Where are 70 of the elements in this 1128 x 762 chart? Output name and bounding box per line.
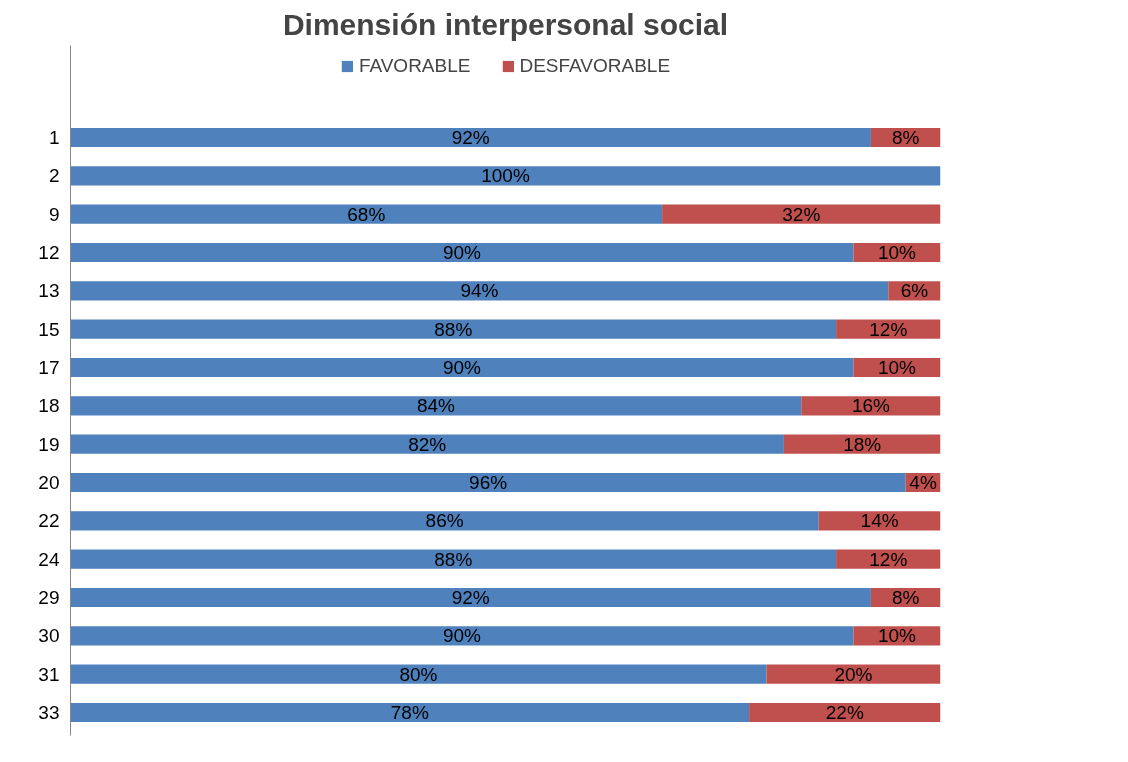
bar (70, 127, 871, 148)
bar (70, 626, 854, 646)
y-tick-label: 29 (38, 587, 60, 608)
data-label: 20% (834, 663, 873, 685)
data-label: 10% (877, 625, 917, 647)
data-label: 88% (434, 548, 473, 570)
data-label: 6% (900, 280, 929, 302)
data-label: 86% (425, 510, 464, 532)
y-tick-label: 9 (48, 203, 60, 225)
data-label: 18% (843, 433, 882, 455)
bar (70, 434, 784, 454)
data-label: 10% (877, 357, 917, 378)
data-label: 82% (408, 433, 447, 455)
data-label: 32% (782, 203, 821, 225)
bar (70, 357, 854, 378)
y-tick-label: 30 (38, 625, 60, 647)
data-label: 22% (825, 702, 864, 723)
y-tick-label: 22 (38, 510, 60, 532)
data-label: 90% (442, 242, 482, 263)
data-label: 4% (909, 472, 937, 493)
bar (70, 664, 767, 684)
y-tick-label: 33 (38, 702, 60, 723)
legend-label: FAVORABLE (358, 55, 471, 77)
bar (70, 396, 802, 416)
y-tick-label: 1 (48, 127, 60, 148)
data-label: 8% (891, 127, 920, 148)
chart-title: Dimensión interpersonal social (282, 7, 729, 41)
bar (70, 472, 906, 493)
bar (749, 702, 941, 723)
data-label: 88% (434, 318, 473, 340)
data-label: 14% (860, 510, 899, 532)
bar (70, 511, 819, 531)
bar (70, 549, 837, 569)
bar (70, 166, 941, 186)
legend-label: DESFAVORABLE (519, 55, 671, 77)
data-label: 96% (469, 472, 508, 493)
y-tick-label: 2 (48, 165, 60, 187)
y-tick-label: 24 (38, 548, 60, 570)
data-label: 90% (442, 625, 482, 647)
y-tick-label: 13 (38, 280, 60, 302)
bar (662, 204, 941, 224)
data-label: 10% (877, 242, 917, 263)
bar (70, 281, 889, 301)
data-label: 8% (891, 587, 920, 608)
data-label: 12% (869, 318, 908, 340)
bar (766, 664, 941, 684)
y-tick-label: 20 (38, 472, 60, 493)
y-tick-label: 12 (38, 242, 60, 263)
data-label: 84% (416, 395, 456, 417)
y-tick-label: 15 (38, 318, 60, 340)
data-label: 92% (451, 127, 490, 148)
data-label: 80% (399, 663, 438, 685)
data-label: 90% (442, 357, 482, 378)
y-tick-label: 31 (38, 663, 60, 685)
bar (783, 434, 941, 454)
data-label: 16% (851, 395, 891, 417)
bar (70, 702, 750, 723)
bar (70, 204, 663, 224)
y-tick-label: 19 (38, 433, 60, 455)
y-tick-label: 18 (38, 395, 60, 417)
bar (70, 587, 871, 608)
bar (70, 319, 837, 339)
data-label: 100% (481, 165, 530, 187)
bar (70, 242, 854, 263)
data-label: 78% (390, 702, 429, 723)
data-label: 94% (460, 280, 499, 302)
y-tick-label: 17 (38, 357, 60, 378)
data-label: 68% (347, 203, 386, 225)
data-label: 92% (451, 587, 490, 608)
data-label: 12% (869, 548, 908, 570)
